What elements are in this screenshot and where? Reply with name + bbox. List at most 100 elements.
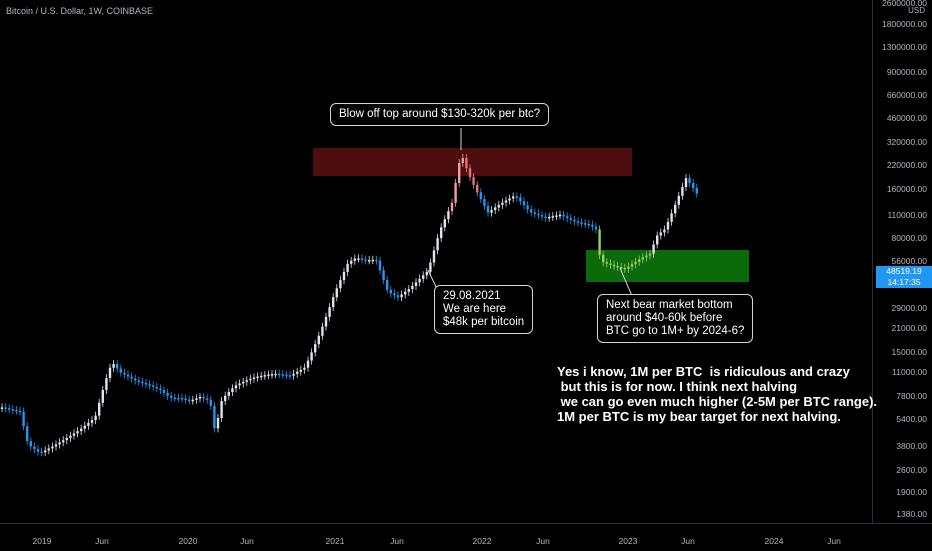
candle-body — [299, 369, 302, 372]
candle-body — [317, 335, 320, 345]
candle-body — [357, 258, 360, 260]
price-tick: 110000.00 — [887, 210, 927, 220]
candle-body — [15, 409, 18, 412]
candle-body — [339, 280, 342, 289]
current-time: 14:17:35 — [887, 277, 921, 287]
candle-body — [220, 401, 223, 418]
annotation-note: Yes i know, 1M per BTC is ridiculous and… — [557, 364, 878, 424]
candle-body — [328, 307, 331, 317]
candle-body — [306, 360, 310, 368]
candle-body — [83, 425, 86, 429]
callout-now: 29.08.2021 We are here $48k per bitcoin — [434, 285, 534, 334]
price-tick: 80000.00 — [891, 233, 927, 243]
candle-body — [368, 260, 371, 262]
candle-body — [8, 408, 11, 410]
candle-body — [422, 275, 425, 279]
candle-body — [666, 221, 670, 230]
price-tick: 1380.00 — [896, 509, 927, 519]
symbol-title: Bitcoin / U.S. Dollar, 1W, COINBASE — [6, 6, 154, 16]
candle-body — [490, 210, 493, 213]
candle-body — [688, 178, 691, 184]
candle-body — [260, 375, 263, 378]
candle-body — [566, 216, 569, 219]
candle-body — [616, 265, 619, 268]
candle-body — [414, 282, 418, 286]
candle-body — [310, 352, 313, 361]
candle-body — [634, 261, 637, 265]
candle-body — [573, 219, 576, 222]
candle-body — [425, 271, 428, 276]
candle-body — [238, 383, 241, 386]
candle-body — [645, 255, 648, 258]
candle-body — [188, 399, 191, 402]
callout-pointer-bottom — [619, 267, 633, 297]
candle-body — [476, 184, 479, 193]
candle-body — [29, 441, 32, 447]
candle-body — [378, 260, 382, 271]
candle-body — [177, 397, 180, 400]
candle-body — [519, 197, 522, 202]
candle-body — [108, 367, 112, 379]
current-price-label: 48519.19 14:17:35 — [876, 266, 932, 288]
candle-body — [663, 229, 666, 233]
candle-body — [141, 381, 144, 384]
candle-body — [72, 433, 76, 436]
price-tick: 660000.00 — [886, 90, 927, 100]
price-tick: 460000.00 — [886, 113, 927, 123]
candle-body — [389, 289, 392, 294]
time-tick: 2024 — [764, 536, 784, 546]
candle-body — [281, 374, 284, 376]
candle-body — [105, 378, 108, 390]
candle-body — [256, 376, 259, 379]
candle-body — [659, 232, 662, 236]
candle-body — [404, 291, 407, 295]
candle-body — [609, 263, 612, 266]
candle-body — [152, 385, 155, 387]
candle-body — [627, 266, 630, 269]
candle-body — [497, 204, 500, 208]
price-axis[interactable]: USD 2600000.00 1800000.00 1300000.00 900000… — [872, 0, 932, 523]
candle-body — [224, 395, 227, 402]
candle-body — [335, 288, 338, 298]
callout-bottom: Next bear market bottom around $40-60k b… — [597, 294, 754, 343]
candle-body — [274, 373, 277, 376]
candle-body — [684, 178, 688, 187]
candle-body — [206, 398, 209, 400]
candle-body — [407, 289, 410, 292]
candle-body — [209, 399, 212, 406]
price-tick: 160000.00 — [886, 184, 927, 194]
candle-body — [202, 396, 205, 399]
candle-body — [213, 405, 216, 429]
candle-body — [278, 373, 281, 376]
candle-body — [418, 278, 421, 283]
candle-body — [285, 374, 288, 377]
candle-body — [166, 392, 169, 396]
candle-body — [382, 270, 385, 280]
candle-body — [216, 417, 220, 429]
candle-body — [198, 396, 202, 399]
candle-body — [587, 223, 590, 226]
candle-body — [47, 448, 50, 451]
candle-body — [393, 293, 396, 296]
candle-body — [584, 223, 587, 225]
candle-body — [612, 264, 616, 267]
candle-body — [386, 279, 389, 290]
candle-body — [533, 212, 536, 214]
candle-body — [65, 437, 68, 441]
candle-body — [677, 195, 680, 205]
candle-body — [447, 211, 450, 220]
candle-body — [321, 326, 324, 336]
candle-body — [18, 410, 22, 413]
candle-body — [602, 254, 605, 263]
candle-body — [231, 388, 234, 393]
chart-canvas[interactable] — [0, 0, 872, 523]
time-axis[interactable]: 2019 Jun 2020 Jun 2021 Jun 2022 Jun 2023 Jun 2024 J… — [0, 523, 932, 551]
candle-body — [598, 229, 601, 255]
price-tick: 56000.00 — [891, 256, 927, 266]
candle-body — [468, 168, 472, 178]
price-tick: 320000.00 — [886, 137, 927, 147]
candle-body — [515, 196, 518, 198]
candle-body — [180, 397, 184, 400]
candle-body — [324, 316, 328, 327]
candle-body — [558, 214, 562, 217]
